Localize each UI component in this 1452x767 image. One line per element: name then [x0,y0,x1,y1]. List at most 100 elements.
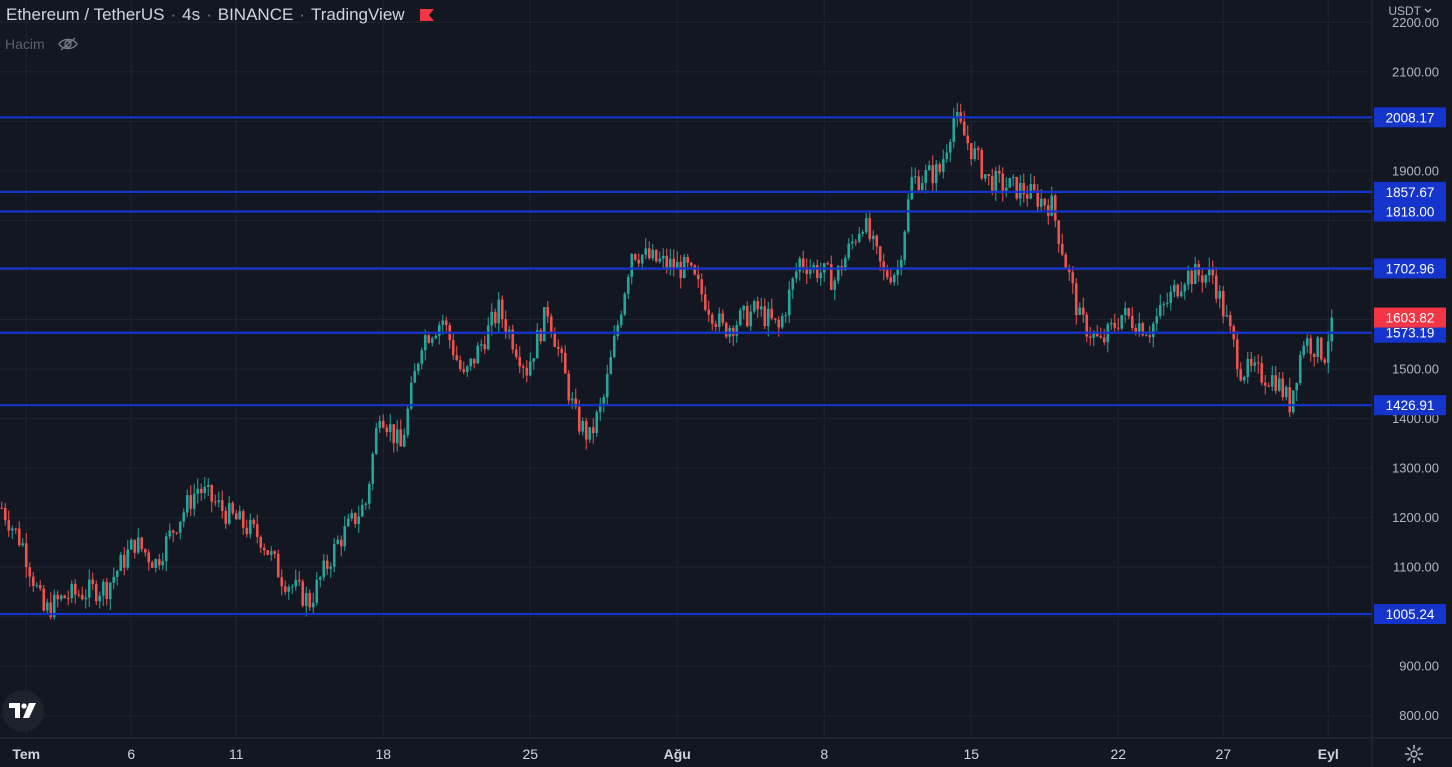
candle-body [710,314,714,324]
candle-body [182,512,186,522]
candle-body [766,308,770,327]
candle-body [105,581,109,600]
candle-body [500,299,504,320]
price-tick-label: 1500.00 [1392,362,1439,377]
candle-body [644,248,648,255]
candle-body [1183,284,1187,292]
legend-separator: · [170,5,177,24]
candle-body [808,268,812,274]
flag-icon[interactable] [419,8,435,22]
candle-body [399,429,403,447]
gear-icon[interactable] [1404,744,1424,764]
candle-body [266,550,270,555]
candle-body [154,559,158,568]
candle-body [934,164,938,184]
candle-body [1228,315,1232,327]
last-price-value: 1603.82 [1386,311,1435,326]
candle-body [1330,317,1334,342]
level-label-bg [1374,395,1446,416]
candle-body [217,500,221,502]
chart-grid [0,0,1372,738]
candle-body [241,511,245,528]
candle-body [1127,308,1131,317]
candle-body [402,434,406,447]
candle-body [280,577,284,587]
candle-body [1137,323,1141,334]
candle-body [252,519,256,525]
candle-body [350,512,354,519]
candle-body [311,602,315,608]
volume-legend[interactable]: Hacim [5,36,79,52]
symbol-legend[interactable]: Ethereum / TetherUS · 4s · BINANCE · Tra… [6,5,435,25]
candle-body [938,164,942,172]
candle-body [889,277,893,283]
candle-body [903,231,907,260]
candle-body [150,562,154,568]
candle-body [59,595,63,600]
candle-body [773,318,777,320]
time-tick-label: Eyl [1318,746,1339,762]
candle-body [546,307,550,317]
price-tick-label: 1200.00 [1392,510,1439,525]
candle-body [1095,332,1099,337]
symbol-name: Ethereum / TetherUS [6,5,165,24]
candle-body [451,340,455,356]
price-tick-label: 1100.00 [1393,560,1439,575]
candle-body [1221,291,1225,317]
level-label-bg [1374,604,1446,625]
candle-body [504,319,508,333]
currency-selector[interactable]: USDT [1388,4,1432,18]
last-price-bg [1374,307,1446,328]
tradingview-logo[interactable] [2,690,44,732]
level-label-bg [1374,107,1446,128]
candle-body [1078,307,1082,316]
candle-body [231,502,235,514]
candle-body [899,259,903,270]
candle-body [1053,195,1057,221]
candle-body [1113,322,1117,328]
candle-body [815,264,819,279]
level-label: 1857.67 [1386,185,1435,200]
candle-body [567,373,571,401]
candle-body [1218,291,1222,299]
candle-body [948,141,952,153]
candle-body [812,264,816,269]
candle-body [315,579,319,603]
candle-body [476,345,480,364]
candle-body [686,256,690,263]
candle-body [304,593,308,606]
candle-body [892,274,896,283]
candle-body [661,255,665,259]
candle-body [378,421,382,429]
candle-body [847,243,851,258]
time-tick-label: 22 [1110,746,1126,762]
candle-body [437,324,441,336]
price-tick-label: 1900.00 [1392,163,1439,178]
candle-body [129,539,133,550]
time-tick-label: 18 [375,746,391,762]
candle-body [1022,183,1026,195]
candle-body [696,274,700,280]
candle-body [980,149,984,179]
candle-body [906,199,910,232]
candle-body [1263,382,1267,386]
candle-body [1011,176,1015,179]
candle-body [1326,341,1330,363]
candle-body [196,488,200,494]
candle-body [843,257,847,271]
candle-body [143,549,147,553]
candle-body [987,174,991,176]
candle-body [189,495,193,509]
time-tick-label: Ağu [664,746,691,762]
candle-body [1204,275,1208,283]
eye-off-icon[interactable] [57,36,79,52]
candle-body [112,576,116,583]
candle-body [1288,387,1292,413]
candle-body [1193,264,1197,285]
candle-body [185,495,189,513]
candle-body [3,507,7,521]
candle-body [854,241,858,243]
candle-body [1144,335,1148,337]
candle-body [973,148,977,160]
